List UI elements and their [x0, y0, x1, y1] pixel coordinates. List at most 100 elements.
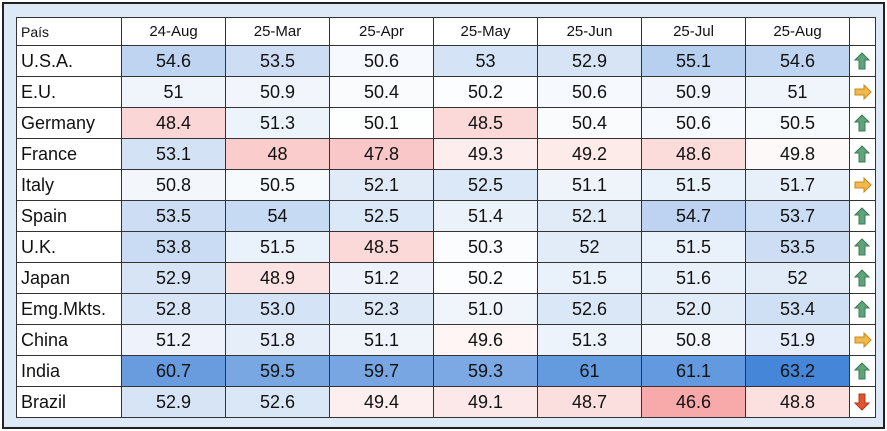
- table-row: U.S.A. 54.6 53.5 50.6 53 52.9 55.1 54.6: [16, 45, 876, 77]
- value-cell: 54.7: [641, 200, 746, 232]
- country-cell: France: [16, 138, 122, 170]
- value-cell: 48.7: [537, 386, 642, 418]
- value-cell: 53.5: [121, 200, 226, 232]
- country-cell: Germany: [16, 107, 122, 139]
- value-cell: 59.3: [433, 355, 538, 387]
- value-cell: 50.2: [433, 262, 538, 294]
- value-cell: 51.1: [537, 169, 642, 201]
- country-cell: U.K.: [16, 231, 122, 263]
- value-cell: 51.2: [329, 262, 434, 294]
- value-cell: 52.9: [537, 45, 642, 77]
- value-cell: 53.5: [745, 231, 850, 263]
- value-cell: 48.4: [121, 107, 226, 139]
- value-cell: 49.1: [433, 386, 538, 418]
- value-cell: 52.5: [329, 200, 434, 232]
- trend-arrow: [853, 269, 870, 287]
- value-cell: 52.3: [329, 293, 434, 325]
- pmi-table: País 24-Aug 25-Mar 25-Apr 25-May 25-Jun 25-Jul…: [16, 17, 876, 418]
- value-cell: 50.6: [329, 45, 434, 77]
- country-cell: India: [16, 355, 122, 387]
- table-row: Germany 48.4 51.3 50.1 48.5 50.4 50.6 50.5: [16, 107, 876, 139]
- value-cell: 48.6: [641, 138, 746, 170]
- value-cell: 53.8: [121, 231, 226, 263]
- trend-cell: [849, 169, 876, 201]
- value-cell: 61.1: [641, 355, 746, 387]
- header-cell: 25-Aug: [745, 17, 850, 46]
- table-row: E.U. 51 50.9 50.4 50.2 50.6 50.9 51: [16, 76, 876, 108]
- value-cell: 50.5: [745, 107, 850, 139]
- value-cell: 46.6: [641, 386, 746, 418]
- value-cell: 52.1: [537, 200, 642, 232]
- value-cell: 49.6: [433, 324, 538, 356]
- value-cell: 51.8: [225, 324, 330, 356]
- header-cell: 24-Aug: [121, 17, 226, 46]
- value-cell: 51.4: [433, 200, 538, 232]
- value-cell: 53: [433, 45, 538, 77]
- value-cell: 51.5: [641, 231, 746, 263]
- value-cell: 49.2: [537, 138, 642, 170]
- country-cell: U.S.A.: [16, 45, 122, 77]
- value-cell: 59.7: [329, 355, 434, 387]
- header-cell: 25-Apr: [329, 17, 434, 46]
- value-cell: 51.2: [121, 324, 226, 356]
- value-cell: 49.8: [745, 138, 850, 170]
- value-cell: 55.1: [641, 45, 746, 77]
- value-cell: 51: [745, 76, 850, 108]
- value-cell: 52.8: [121, 293, 226, 325]
- value-cell: 54.6: [745, 45, 850, 77]
- country-cell: Italy: [16, 169, 122, 201]
- value-cell: 48.9: [225, 262, 330, 294]
- table-row: Spain 53.5 54 52.5 51.4 52.1 54.7 53.7: [16, 200, 876, 232]
- trend-cell: [849, 355, 876, 387]
- value-cell: 52.1: [329, 169, 434, 201]
- value-cell: 52.6: [225, 386, 330, 418]
- trend-cell: [849, 200, 876, 232]
- value-cell: 53.4: [745, 293, 850, 325]
- header-cell: 25-Mar: [225, 17, 330, 46]
- value-cell: 52.0: [641, 293, 746, 325]
- value-cell: 50.3: [433, 231, 538, 263]
- value-cell: 60.7: [121, 355, 226, 387]
- table-row: Japan 52.9 48.9 51.2 50.2 51.5 51.6 52: [16, 262, 876, 294]
- value-cell: 50.9: [641, 76, 746, 108]
- table-row: Italy 50.8 50.5 52.1 52.5 51.1 51.5 51.7: [16, 169, 876, 201]
- trend-cell: [849, 386, 876, 418]
- trend-arrow: [853, 393, 870, 411]
- table-row: China 51.2 51.8 51.1 49.6 51.3 50.8 51.9: [16, 324, 876, 356]
- trend-arrow: [853, 114, 870, 132]
- country-cell: China: [16, 324, 122, 356]
- value-cell: 50.8: [121, 169, 226, 201]
- trend-arrow: [853, 300, 870, 318]
- value-cell: 50.6: [641, 107, 746, 139]
- value-cell: 54: [225, 200, 330, 232]
- value-cell: 48.8: [745, 386, 850, 418]
- value-cell: 63.2: [745, 355, 850, 387]
- value-cell: 49.3: [433, 138, 538, 170]
- country-cell: Brazil: [16, 386, 122, 418]
- value-cell: 50.8: [641, 324, 746, 356]
- header-cell: 25-May: [433, 17, 538, 46]
- value-cell: 50.2: [433, 76, 538, 108]
- value-cell: 48.5: [329, 231, 434, 263]
- trend-cell: [849, 138, 876, 170]
- value-cell: 51.7: [745, 169, 850, 201]
- value-cell: 51.5: [641, 169, 746, 201]
- table-row: Emg.Mkts. 52.8 53.0 52.3 51.0 52.6 52.0 53.4: [16, 293, 876, 325]
- trend-cell: [849, 45, 876, 77]
- value-cell: 52.5: [433, 169, 538, 201]
- trend-arrow: [854, 83, 872, 101]
- trend-arrow: [853, 238, 870, 256]
- trend-cell: [849, 76, 876, 108]
- value-cell: 61: [537, 355, 642, 387]
- value-cell: 50.5: [225, 169, 330, 201]
- value-cell: 50.1: [329, 107, 434, 139]
- trend-arrow: [853, 52, 870, 70]
- value-cell: 48.5: [433, 107, 538, 139]
- value-cell: 51.6: [641, 262, 746, 294]
- table-row: U.K. 53.8 51.5 48.5 50.3 52 51.5 53.5: [16, 231, 876, 263]
- trend-cell: [849, 262, 876, 294]
- country-cell: Emg.Mkts.: [16, 293, 122, 325]
- trend-arrow: [854, 331, 872, 349]
- trend-arrow: [853, 362, 870, 380]
